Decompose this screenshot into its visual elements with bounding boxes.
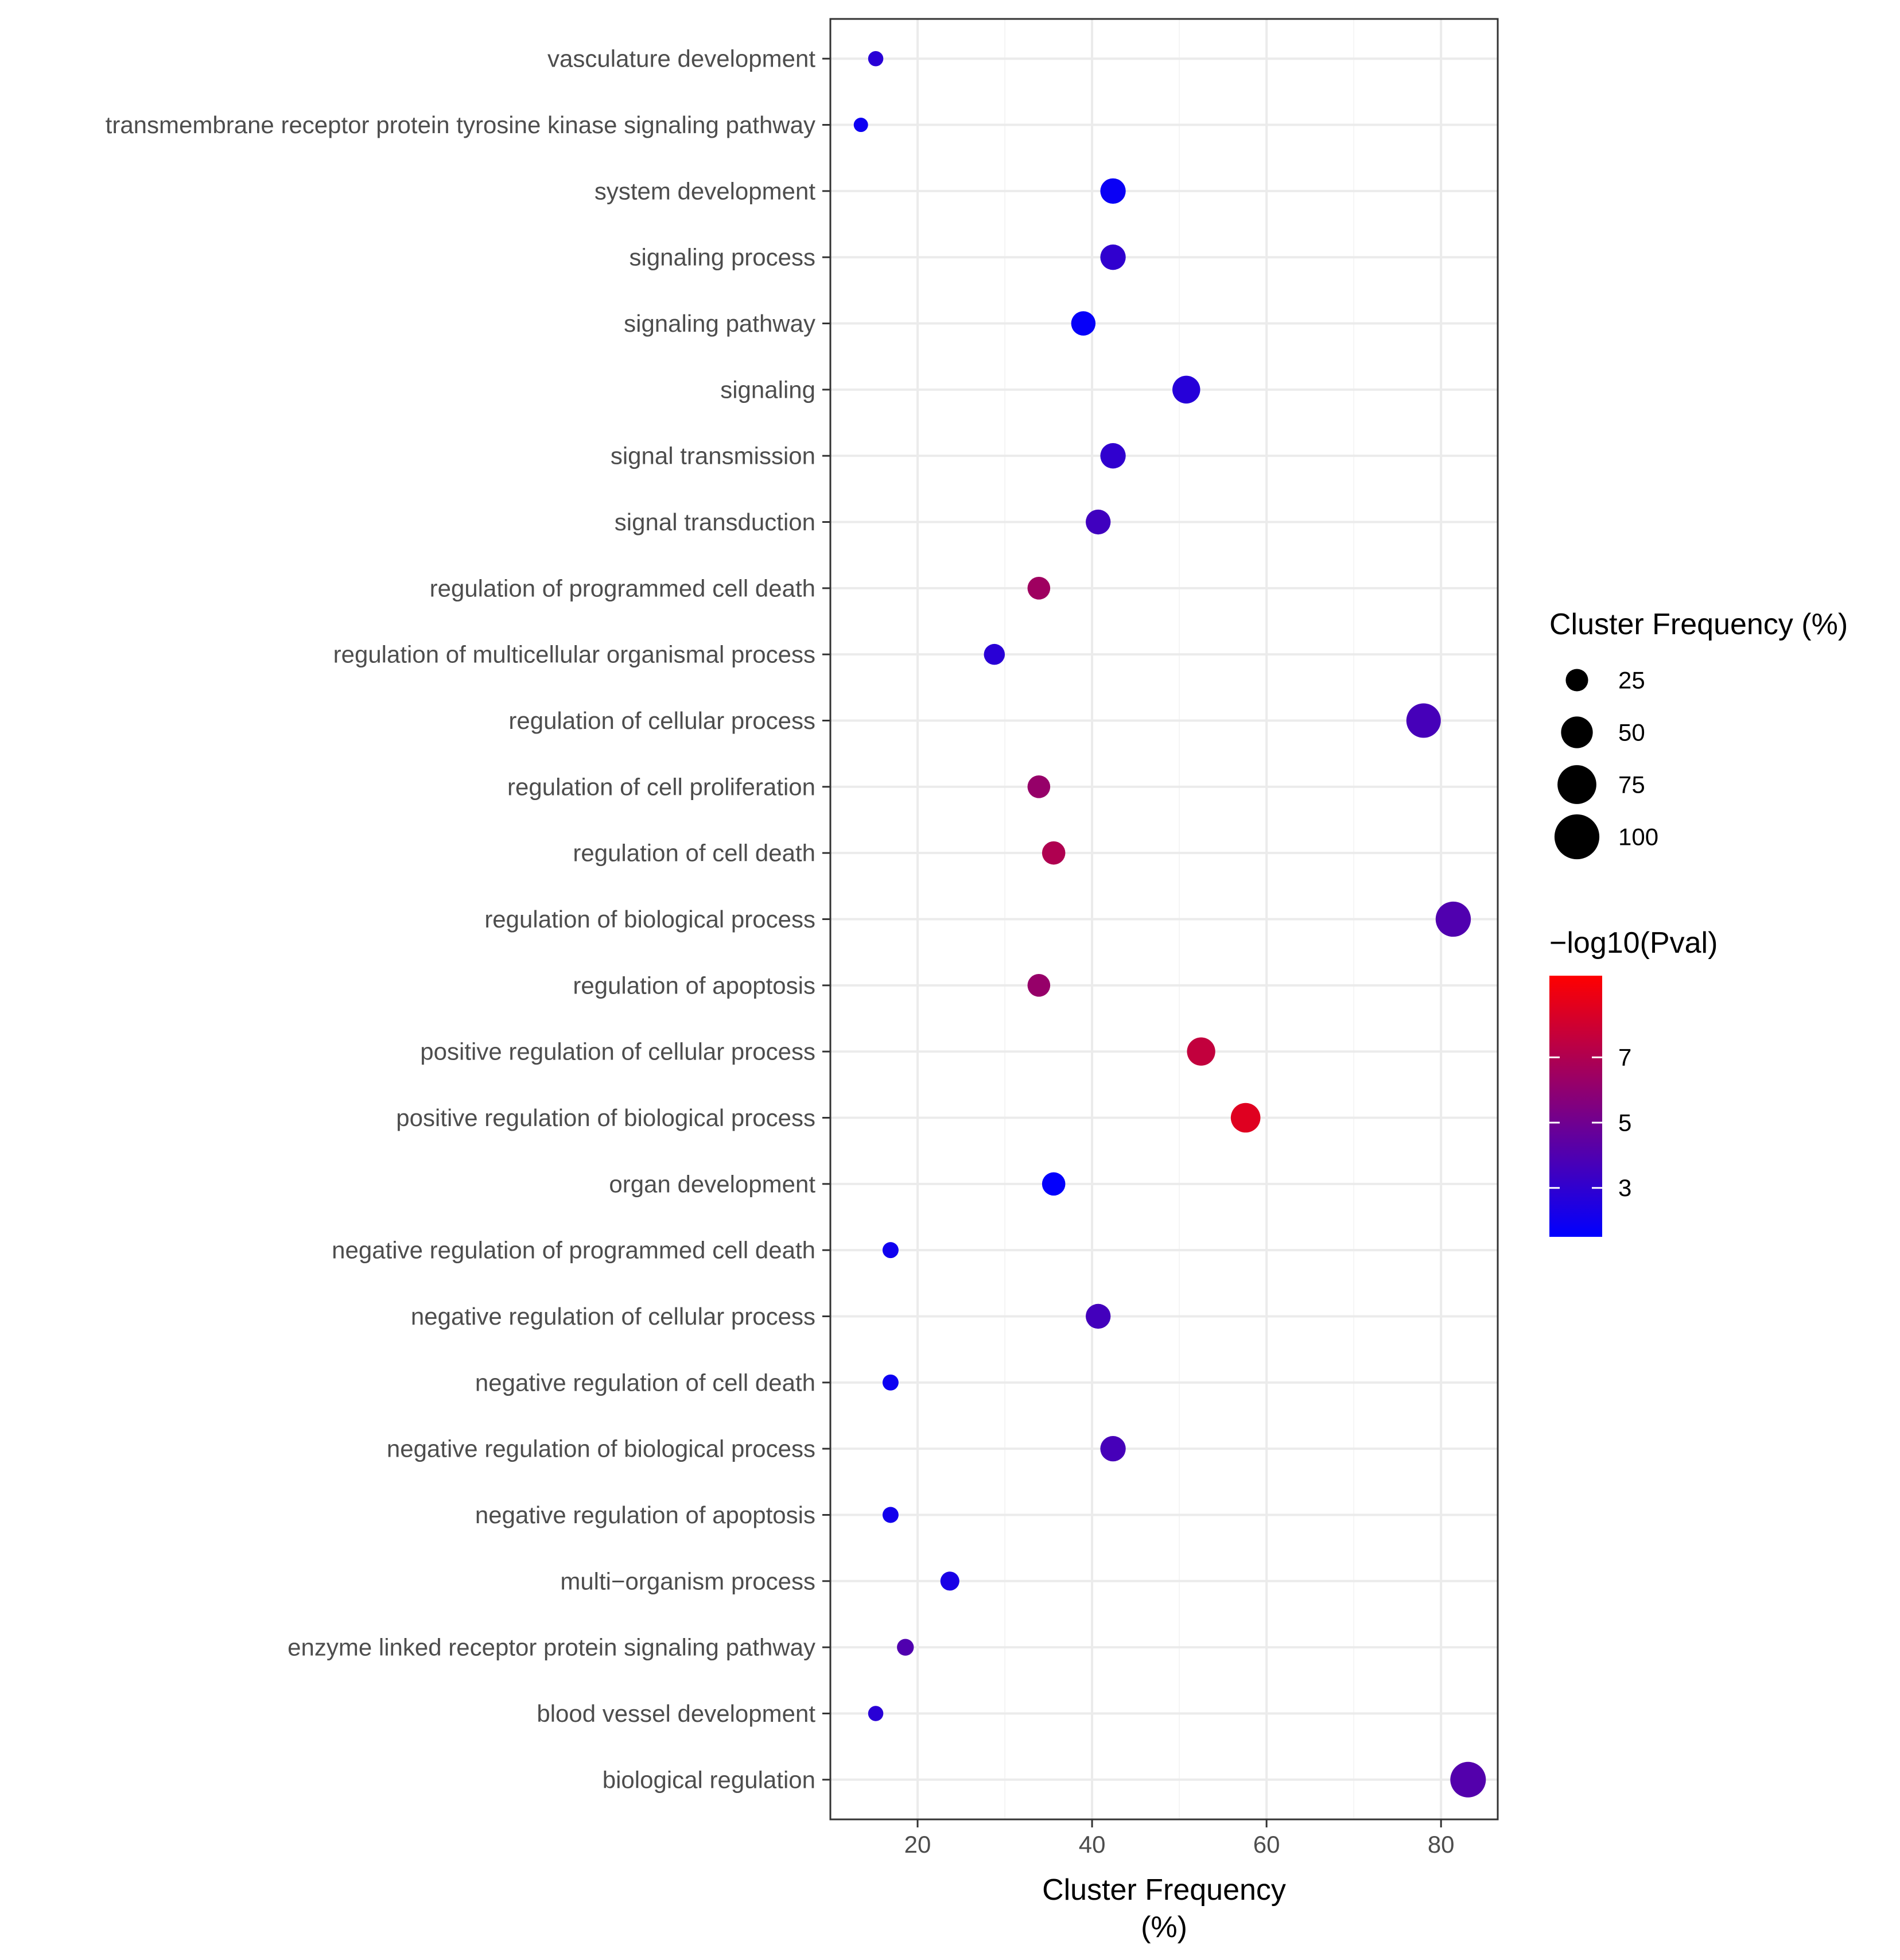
data-point (868, 51, 884, 67)
colorbar-label: 5 (1618, 1109, 1631, 1136)
x-axis: 20 40 60 80 (904, 1819, 1455, 1858)
y-tick-label: signaling process (629, 244, 815, 271)
data-point (1086, 1303, 1111, 1329)
data-point (1086, 509, 1111, 535)
y-tick-label: negative regulation of programmed cell d… (332, 1237, 815, 1264)
data-point (882, 1507, 899, 1523)
y-tick-label: vasculature development (547, 45, 815, 72)
y-tick-label: negative regulation of biological proces… (387, 1435, 815, 1462)
data-point (1100, 1436, 1126, 1462)
y-tick-label: negative regulation of cell death (475, 1369, 815, 1396)
data-point (1100, 443, 1126, 469)
data-point (1230, 1103, 1261, 1133)
data-point (1027, 974, 1051, 997)
x-tick-label: 20 (904, 1831, 931, 1858)
y-tick-label: organ development (609, 1170, 815, 1197)
size-legend-label: 25 (1618, 667, 1645, 694)
color-legend-title: −log10(Pval) (1549, 926, 1718, 960)
grid-major-lines (830, 19, 1498, 1819)
colorbar-label: 3 (1618, 1174, 1631, 1201)
size-legend-key (1565, 669, 1588, 692)
data-point (1406, 703, 1441, 738)
data-point (853, 118, 868, 133)
data-point (1100, 244, 1126, 270)
x-axis-title-line-1: Cluster Frequency (1042, 1873, 1286, 1907)
data-point (1071, 311, 1096, 336)
data-point (1435, 901, 1471, 937)
y-tick-label: negative regulation of apoptosis (475, 1501, 815, 1528)
data-point (940, 1571, 959, 1591)
size-legend-label: 75 (1618, 771, 1645, 798)
size-legend-keys: 25 50 75 100 (1554, 667, 1658, 860)
y-tick-label: positive regulation of cellular process (420, 1038, 815, 1065)
size-legend-key (1554, 814, 1600, 860)
y-tick-label: negative regulation of cellular process (411, 1303, 815, 1330)
y-tick-label: regulation of cellular process (508, 707, 815, 734)
y-tick-label: positive regulation of biological proces… (396, 1104, 815, 1131)
size-legend-key (1561, 716, 1593, 748)
data-point (1450, 1761, 1486, 1798)
colorbar (1549, 976, 1602, 1237)
y-tick-label: enzyme linked receptor protein signaling… (287, 1634, 815, 1661)
data-point (1187, 1037, 1215, 1066)
data-point (1027, 577, 1051, 600)
data-point (882, 1242, 899, 1259)
size-legend-label: 100 (1618, 824, 1658, 851)
y-axis: vasculature development transmembrane rec… (106, 45, 830, 1793)
data-point (1042, 1172, 1066, 1196)
y-tick-label: signaling (720, 376, 815, 403)
y-tick-label: system development (595, 177, 816, 204)
data-points (853, 51, 1486, 1798)
data-point (1042, 841, 1066, 865)
y-tick-label: regulation of multicellular organismal p… (333, 641, 815, 668)
size-legend-key (1557, 765, 1596, 804)
data-point (868, 1706, 884, 1721)
y-tick-label: blood vessel development (537, 1700, 815, 1727)
y-tick-label: multi−organism process (560, 1567, 815, 1594)
size-legend-title: Cluster Frequency (%) (1549, 608, 1848, 641)
data-point (984, 643, 1005, 665)
x-axis-title-line-2: (%) (1141, 1911, 1187, 1944)
color-legend: −log10(Pval) 3 5 7 (1549, 926, 1718, 1237)
size-legend: Cluster Frequency (%) 25 50 75 100 (1549, 608, 1848, 860)
data-point (1172, 375, 1200, 404)
y-tick-label: signal transmission (611, 443, 815, 469)
y-tick-label: regulation of cell death (573, 840, 815, 867)
data-point (1100, 178, 1126, 204)
y-tick-label: transmembrane receptor protein tyrosine … (106, 111, 815, 138)
data-point (897, 1639, 914, 1656)
x-tick-label: 60 (1253, 1831, 1280, 1858)
colorbar-label: 7 (1618, 1044, 1631, 1071)
y-tick-label: regulation of apoptosis (573, 972, 815, 999)
color-legend-ticks: 3 5 7 (1549, 1044, 1631, 1201)
x-tick-label: 80 (1428, 1831, 1455, 1858)
data-point (1027, 775, 1051, 798)
y-tick-label: biological regulation (603, 1766, 815, 1793)
y-tick-label: regulation of cell proliferation (507, 773, 815, 800)
data-point (882, 1374, 899, 1391)
y-tick-label: regulation of programmed cell death (430, 575, 815, 601)
size-legend-label: 50 (1618, 719, 1645, 746)
y-tick-label: signaling pathway (624, 310, 815, 337)
x-tick-label: 40 (1079, 1831, 1106, 1858)
y-tick-label: signal transduction (615, 509, 815, 535)
y-tick-label: regulation of biological process (484, 906, 815, 933)
